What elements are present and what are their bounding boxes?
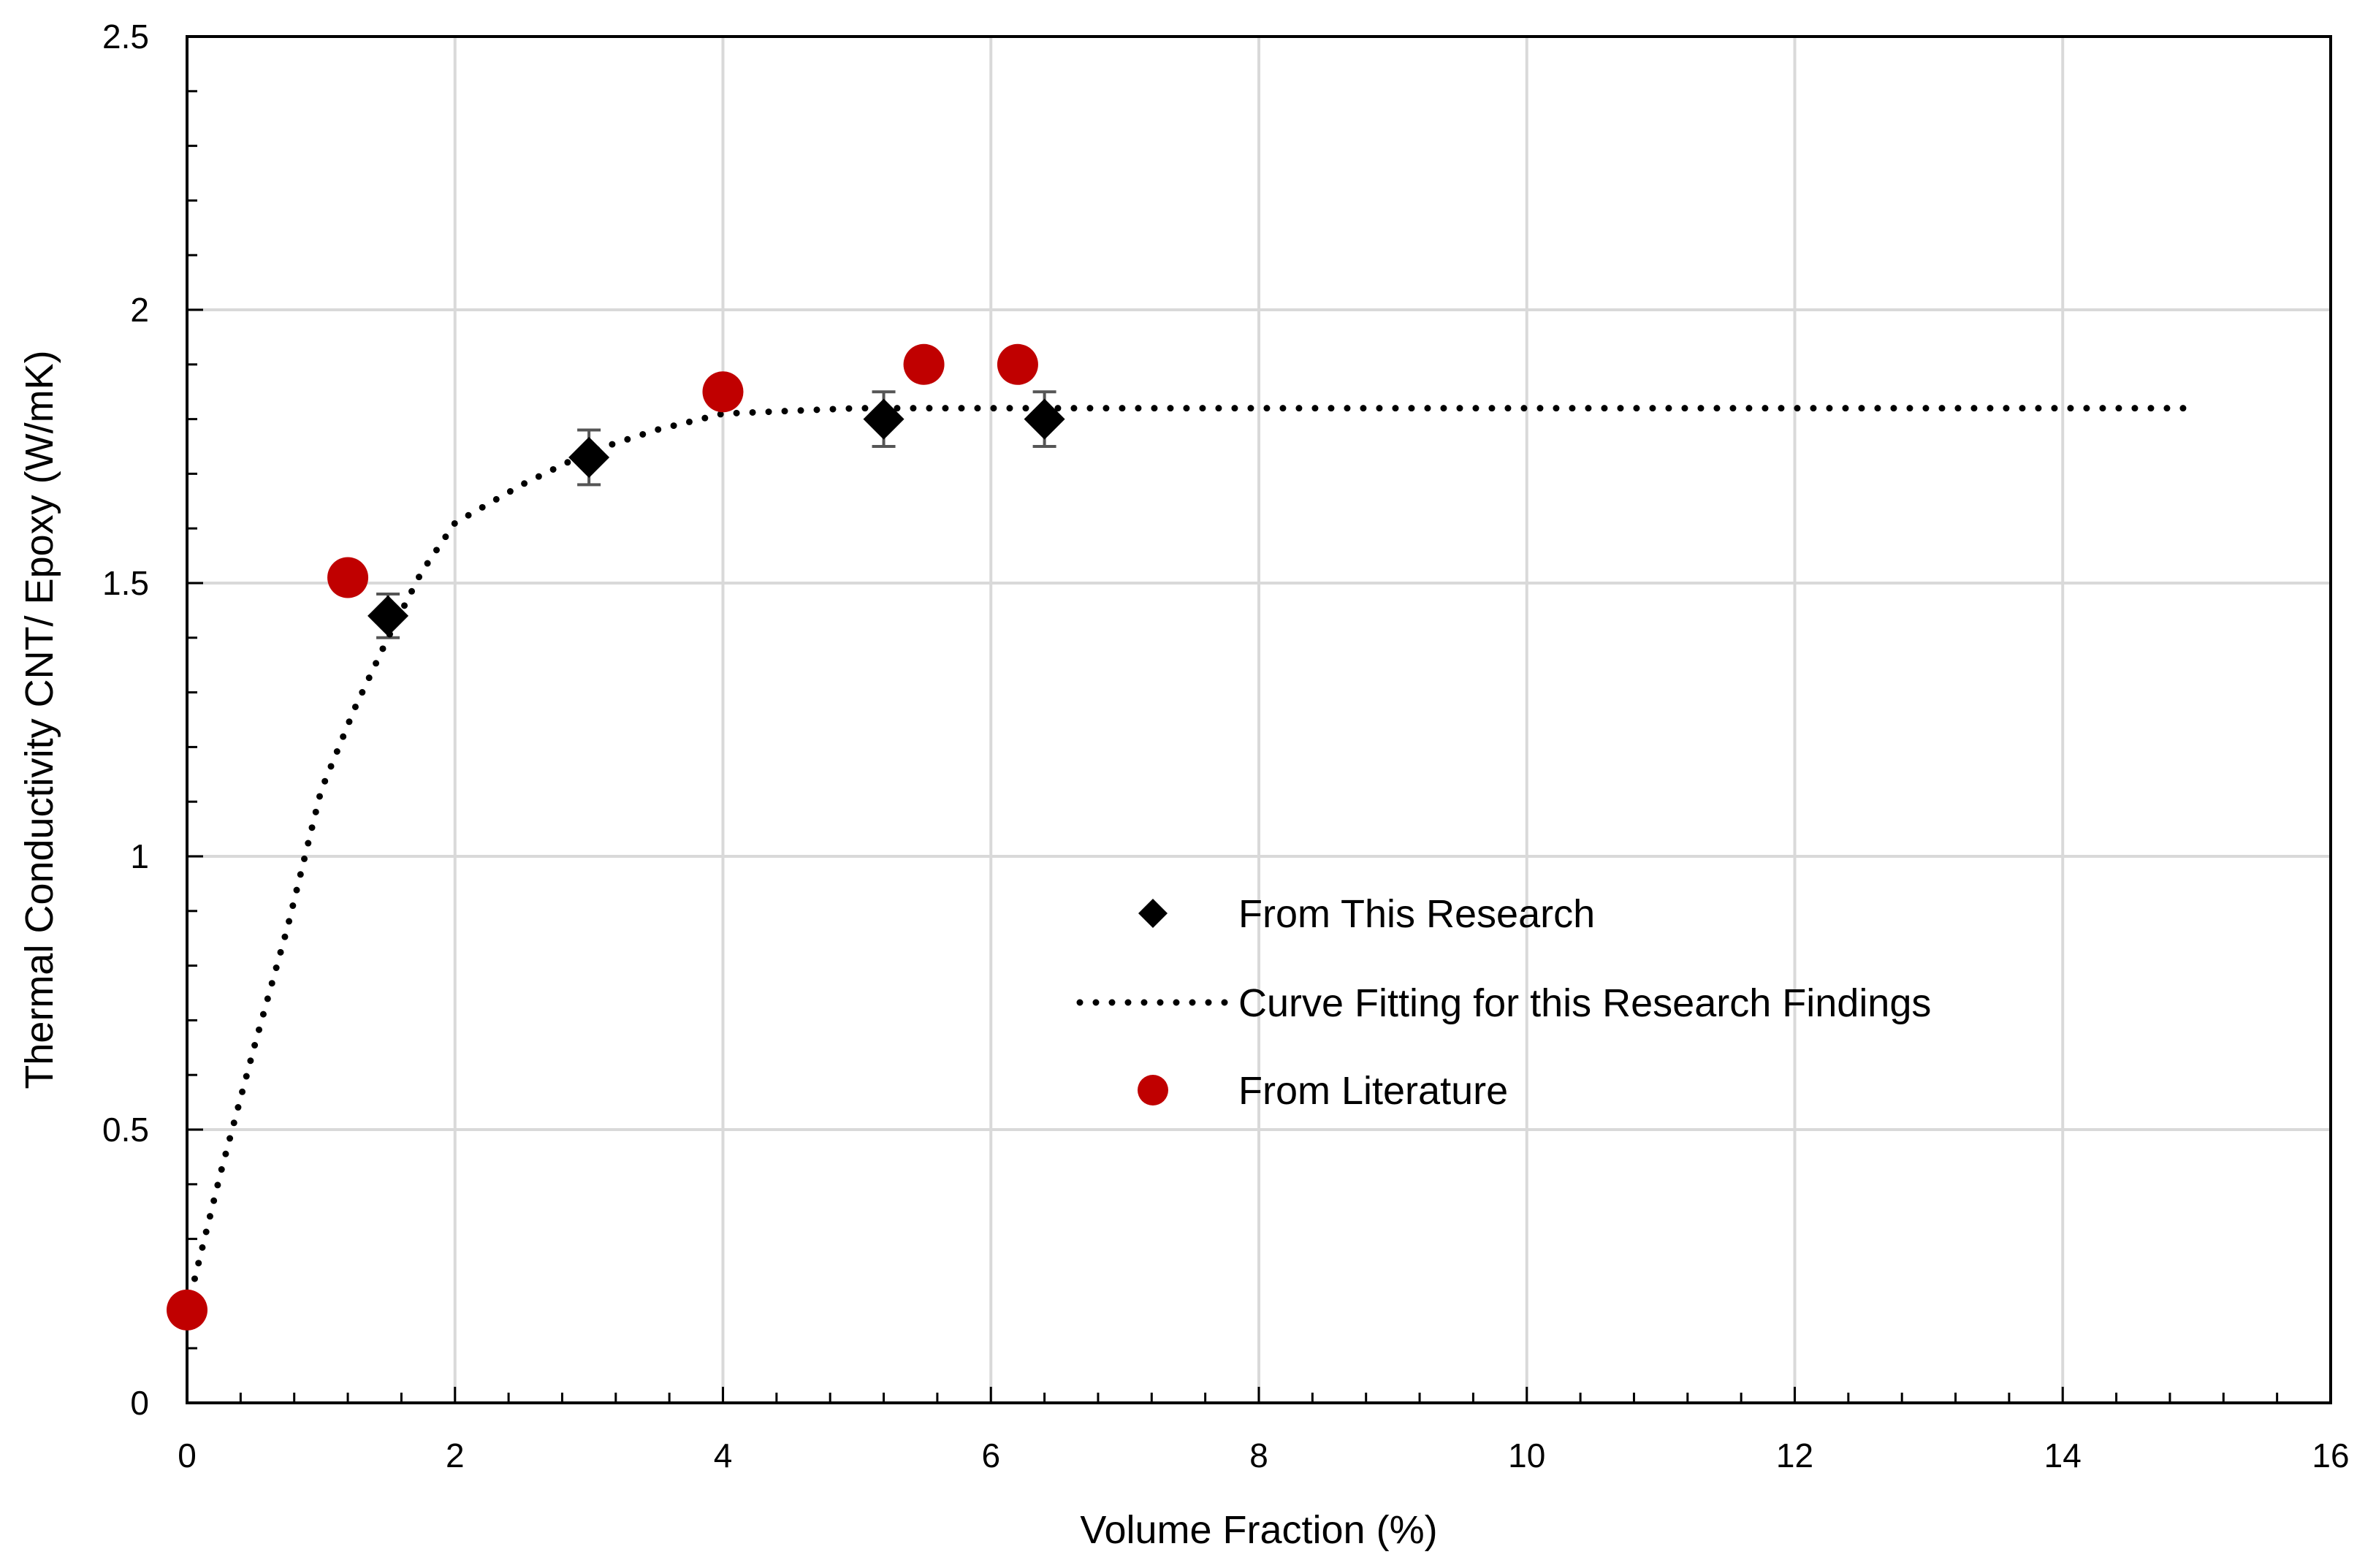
y-axis-title: Thermal Conductivity CNT/ Epoxy (W/mK) — [18, 350, 61, 1089]
axis-ticks — [186, 35, 2332, 1404]
x-tick-label: 16 — [2312, 1436, 2349, 1474]
x-tick-label: 12 — [1776, 1436, 1813, 1474]
legend-label: From This Research — [1238, 892, 1595, 936]
data-point-circle — [702, 371, 744, 413]
data-point-circle — [327, 557, 369, 598]
series-from-literature — [167, 343, 1038, 1331]
legend-item: Curve Fitting for this Research Findings — [1076, 981, 1931, 1025]
data-point-diamond — [367, 595, 409, 636]
x-axis-title: Volume Fraction (%) — [1080, 1508, 1437, 1552]
x-tick-label: 0 — [178, 1436, 197, 1474]
series-layer — [167, 343, 2187, 1331]
plot-area-frame — [186, 35, 2332, 1404]
legend-item: From This Research — [1138, 892, 1595, 936]
grid — [186, 35, 2332, 1404]
data-point-diamond — [568, 436, 610, 478]
legend-diamond-icon — [1138, 899, 1168, 928]
series-from-this-research — [367, 390, 1065, 639]
data-point-circle — [903, 343, 945, 385]
data-point-circle — [167, 1289, 207, 1331]
x-tick-label: 8 — [1249, 1436, 1268, 1474]
data-point-circle — [997, 343, 1038, 385]
legend: From This Research Curve Fitting for this… — [1076, 892, 1931, 1113]
legend-label: From Literature — [1238, 1069, 1508, 1113]
x-tick-label: 2 — [446, 1436, 465, 1474]
data-point-diamond — [1024, 398, 1065, 440]
legend-circle-icon — [1138, 1075, 1168, 1105]
y-tick-label: 0.5 — [102, 1111, 149, 1149]
legend-label: Curve Fitting for this Research Findings — [1238, 981, 1931, 1025]
x-tick-label: 4 — [714, 1436, 733, 1474]
series-curve-fitting-for-this-research-findings — [183, 405, 2187, 1314]
y-tick-label: 1.5 — [102, 564, 149, 602]
x-tick-label: 6 — [981, 1436, 1000, 1474]
legend-item: From Literature — [1138, 1069, 1508, 1113]
x-axis-tick-labels: 0 2 4 6 8 10 12 14 16 — [178, 1436, 2349, 1474]
x-tick-label: 14 — [2044, 1436, 2082, 1474]
y-tick-label: 0 — [130, 1384, 149, 1422]
data-point-diamond — [863, 398, 905, 440]
y-tick-label: 1 — [130, 837, 149, 875]
x-tick-label: 10 — [1508, 1436, 1545, 1474]
y-tick-label: 2.5 — [102, 18, 149, 56]
y-axis-tick-labels: 0 0.5 1 1.5 2 2.5 — [102, 18, 149, 1422]
curve-fit-line — [183, 405, 2187, 1314]
y-tick-label: 2 — [130, 291, 149, 329]
